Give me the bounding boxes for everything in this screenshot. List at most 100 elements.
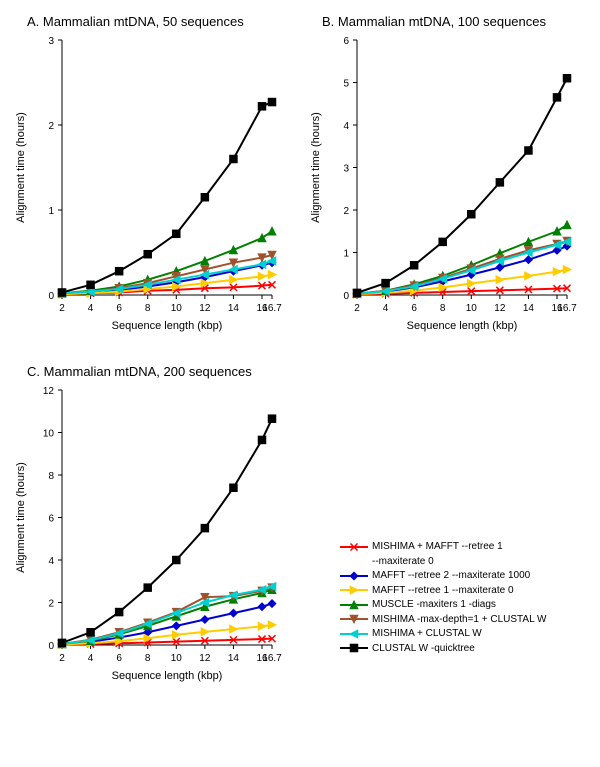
legend-label: MISHIMA + MAFFT --retree 1 [372, 540, 503, 554]
x-tick-label: 16.7 [262, 653, 282, 664]
series-marker-clustalw [382, 280, 389, 287]
x-tick-label: 10 [466, 303, 478, 314]
legend-swatch-icon [340, 571, 368, 581]
legend: MISHIMA + MAFFT --retree 1 --maxiterate … [340, 540, 547, 656]
y-tick-label: 10 [43, 429, 55, 440]
x-tick-label: 16.7 [557, 303, 577, 314]
series-marker-clustalw [354, 289, 361, 296]
legend-item-1: MAFFT --retree 2 --maxiterate 1000 [340, 569, 547, 583]
x-tick-label: 6 [116, 653, 122, 664]
x-tick-label: 12 [494, 303, 506, 314]
legend-item-2: MAFFT --retree 1 --maxiterate 0 [340, 584, 547, 598]
series-marker-clustalw [116, 268, 123, 275]
series-marker-clustalw [116, 609, 123, 616]
x-tick-label: 2 [59, 303, 65, 314]
series-marker-mafft_retree2 [525, 256, 532, 263]
series-marker-mafft_retree1 [173, 631, 180, 638]
x-axis-label: Sequence length (kbp) [112, 670, 223, 682]
y-tick-label: 1 [343, 249, 349, 260]
x-tick-label: 6 [116, 303, 122, 314]
x-tick-label: 12 [199, 303, 211, 314]
series-marker-mafft_retree2 [230, 610, 237, 617]
chart-svg-b: B. Mammalian mtDNA, 100 sequences0123456… [305, 10, 585, 340]
series-marker-mafft_retree2 [269, 600, 276, 607]
series-marker-mafft_retree1 [525, 272, 532, 279]
legend-swatch-icon [340, 585, 368, 595]
legend-label: MAFFT --retree 1 --maxiterate 0 [372, 584, 514, 598]
chart-svg-c: C. Mammalian mtDNA, 200 sequences0246810… [10, 360, 290, 690]
x-tick-label: 2 [354, 303, 360, 314]
series-marker-mishima_maxdepth [230, 259, 237, 266]
series-marker-clustalw [496, 179, 503, 186]
legend-swatch-icon [340, 542, 368, 552]
series-marker-clustalw [173, 557, 180, 564]
legend-label: MISHIMA + CLUSTAL W [372, 627, 482, 641]
figure-page: { "figure": { "background_color": "#ffff… [0, 0, 600, 767]
series-marker-mishima_maxdepth [259, 254, 266, 261]
y-tick-label: 2 [48, 599, 54, 610]
series-marker-clustalw [554, 94, 561, 101]
series-marker-clustalw [411, 262, 418, 269]
series-marker-muscle [230, 246, 237, 253]
panel-title: A. Mammalian mtDNA, 50 sequences [27, 14, 244, 29]
series-marker-mafft_retree1 [259, 623, 266, 630]
series-marker-mafft_retree1 [496, 276, 503, 283]
y-tick-label: 0 [343, 291, 349, 302]
legend-label: --maxiterate 0 [372, 555, 434, 569]
series-marker-clustalw [87, 629, 94, 636]
legend-label: MISHIMA -max-depth=1 + CLUSTAL W [372, 613, 547, 627]
series-line-clustalw [62, 419, 272, 643]
series-marker-clustalw [144, 251, 151, 258]
y-axis-label: Alignment time (hours) [15, 462, 27, 573]
y-tick-label: 1 [48, 206, 54, 217]
series-line-clustalw [62, 102, 272, 292]
series-marker-clustalw [439, 238, 446, 245]
series-marker-clustalw [564, 75, 571, 82]
series-marker-clustalw [230, 484, 237, 491]
series-marker-mafft_retree1 [269, 271, 276, 278]
x-tick-label: 12 [199, 653, 211, 664]
series-marker-mafft_retree1 [554, 268, 561, 275]
x-tick-label: 14 [228, 653, 240, 664]
y-tick-label: 4 [343, 121, 349, 132]
series-marker-clustalw [259, 436, 266, 443]
legend-label: CLUSTAL W -quicktree [372, 642, 475, 656]
y-tick-label: 8 [48, 471, 54, 482]
series-marker-muscle [269, 228, 276, 235]
y-tick-label: 3 [48, 36, 54, 47]
x-axis-label: Sequence length (kbp) [407, 320, 518, 332]
series-marker-mafft_retree2 [496, 264, 503, 271]
series-marker-clustalw [525, 147, 532, 154]
series-marker-clustalw [269, 415, 276, 422]
y-tick-label: 5 [343, 79, 349, 90]
legend-item-0-cont: --maxiterate 0 [340, 555, 547, 569]
series-marker-clustalw [59, 289, 66, 296]
y-tick-label: 3 [343, 164, 349, 175]
series-marker-clustalw [59, 639, 66, 646]
legend-swatch-icon [340, 629, 368, 639]
x-tick-label: 10 [171, 653, 183, 664]
legend-swatch-icon [340, 643, 368, 653]
x-tick-label: 8 [145, 303, 151, 314]
series-marker-mafft_retree2 [259, 603, 266, 610]
x-tick-label: 8 [145, 653, 151, 664]
legend-item-0: MISHIMA + MAFFT --retree 1 [340, 540, 547, 554]
x-tick-label: 4 [383, 303, 389, 314]
legend-swatch-spacer [340, 556, 368, 566]
series-marker-mafft_retree1 [468, 280, 475, 287]
panel-title: C. Mammalian mtDNA, 200 sequences [27, 364, 252, 379]
series-marker-clustalw [201, 194, 208, 201]
x-tick-label: 8 [440, 303, 446, 314]
y-tick-label: 6 [48, 514, 54, 525]
series-marker-muscle [564, 221, 571, 228]
series-marker-clustalw [468, 211, 475, 218]
x-tick-label: 10 [171, 303, 183, 314]
y-tick-label: 0 [48, 291, 54, 302]
legend-item-6: CLUSTAL W -quicktree [340, 642, 547, 656]
series-marker-clustalw [201, 525, 208, 532]
chart-panel-c: C. Mammalian mtDNA, 200 sequences0246810… [10, 360, 290, 690]
series-marker-clustalw [230, 156, 237, 163]
x-tick-label: 16.7 [262, 303, 282, 314]
series-marker-clustalw [259, 103, 266, 110]
chart-svg-a: A. Mammalian mtDNA, 50 sequences01232468… [10, 10, 290, 340]
